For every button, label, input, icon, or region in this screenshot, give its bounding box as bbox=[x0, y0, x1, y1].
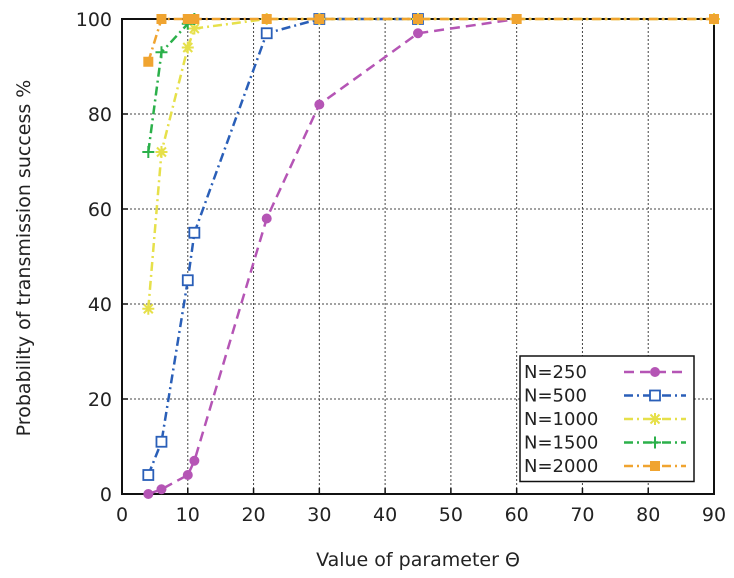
series-n-1000 bbox=[142, 13, 720, 315]
legend-marker-n-500 bbox=[649, 389, 661, 402]
series-line-n-500 bbox=[147, 17, 418, 476]
y-tick-label: 0 bbox=[100, 484, 112, 506]
data-point-n-250 bbox=[182, 470, 193, 480]
data-point-n-2000 bbox=[709, 14, 719, 24]
series-n-250 bbox=[143, 14, 522, 499]
x-tick-label: 30 bbox=[307, 504, 331, 526]
legend-marker-n-1000 bbox=[649, 413, 661, 425]
legend-label-n-1500: N=1500 bbox=[524, 433, 598, 454]
x-tick-label: 50 bbox=[439, 504, 463, 526]
data-point-n-1000 bbox=[142, 302, 155, 315]
data-point-n-1000 bbox=[181, 41, 194, 54]
series-group bbox=[142, 13, 720, 499]
series-line-n-1000 bbox=[147, 17, 714, 309]
y-axis-label: Probability of transmission success % bbox=[13, 80, 35, 437]
data-point-n-2000 bbox=[189, 14, 200, 24]
x-tick-label: 60 bbox=[505, 504, 529, 526]
data-point-n-250 bbox=[189, 455, 200, 466]
data-point-n-1000 bbox=[155, 146, 168, 158]
x-axis-label: Value of parameter Θ bbox=[316, 549, 520, 571]
data-point-n-250 bbox=[261, 213, 272, 224]
data-point-n-500 bbox=[260, 27, 273, 40]
y-tick-label: 20 bbox=[88, 389, 112, 411]
data-point-n-1500 bbox=[155, 46, 168, 59]
series-line-n-250 bbox=[147, 17, 517, 496]
series-line-n-1500 bbox=[147, 17, 196, 153]
x-tick-label: 70 bbox=[570, 504, 594, 526]
data-point-n-2000 bbox=[314, 14, 325, 24]
y-tick-label: 40 bbox=[88, 294, 112, 316]
data-point-n-250 bbox=[314, 99, 325, 110]
data-point-n-250 bbox=[156, 484, 167, 495]
data-point-n-250 bbox=[143, 489, 154, 499]
data-point-n-2000 bbox=[511, 14, 522, 24]
legend-label-n-1000: N=1000 bbox=[524, 409, 598, 430]
x-tick-label: 80 bbox=[636, 504, 660, 526]
x-tick-label: 10 bbox=[176, 504, 200, 526]
legend-marker-n-250 bbox=[650, 367, 660, 377]
x-tick-label: 40 bbox=[373, 504, 397, 526]
data-point-n-500 bbox=[155, 435, 168, 448]
legend-marker-n-1500 bbox=[649, 436, 661, 449]
data-point-n-2000 bbox=[413, 14, 423, 24]
x-tick-label: 0 bbox=[116, 504, 128, 526]
legend-label-n-2000: N=2000 bbox=[524, 456, 598, 477]
axis-ticks: 0 10 20 30 40 50 60 70 80 90 0 20 40 60 80 100 bbox=[76, 9, 726, 526]
y-tick-label: 60 bbox=[88, 199, 112, 221]
data-point-n-2000 bbox=[156, 14, 167, 24]
data-point-n-1500 bbox=[142, 146, 155, 158]
y-tick-label: 100 bbox=[76, 9, 112, 31]
x-tick-label: 90 bbox=[702, 504, 726, 526]
data-point-n-500 bbox=[188, 226, 201, 239]
data-point-n-500 bbox=[142, 469, 155, 481]
y-tick-label: 80 bbox=[88, 104, 112, 126]
series-n-1500 bbox=[142, 13, 201, 158]
data-point-n-500 bbox=[181, 274, 194, 287]
series-line-n-2000 bbox=[147, 17, 714, 63]
data-point-n-2000 bbox=[143, 56, 154, 67]
data-point-n-250 bbox=[413, 28, 423, 39]
data-point-n-2000 bbox=[182, 14, 193, 24]
series-n-500 bbox=[142, 13, 424, 481]
series-n-2000 bbox=[143, 14, 719, 67]
x-tick-label: 20 bbox=[241, 504, 265, 526]
legend-label-n-500: N=500 bbox=[524, 386, 587, 407]
data-point-n-2000 bbox=[261, 14, 272, 24]
legend-marker-n-2000 bbox=[650, 461, 660, 471]
legend-label-n-250: N=250 bbox=[524, 362, 587, 383]
